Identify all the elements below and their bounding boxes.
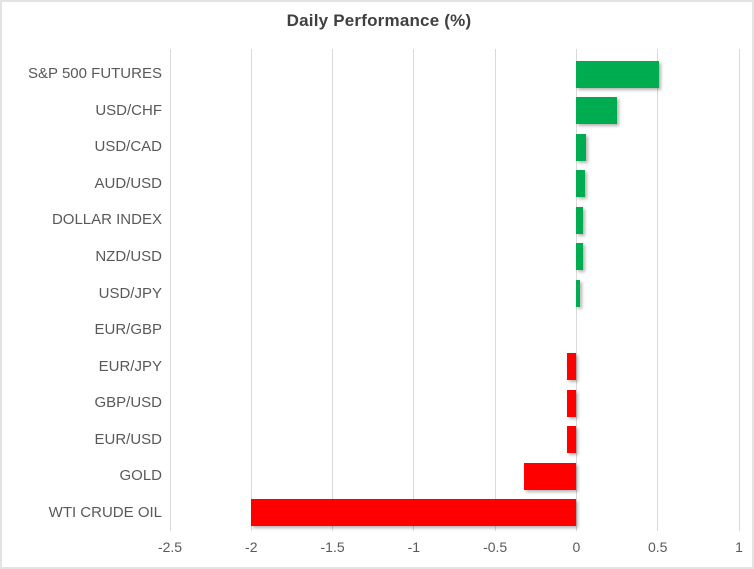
bar xyxy=(251,499,577,527)
value-tick-label: -1 xyxy=(407,539,421,555)
category-label: USD/CHF xyxy=(95,101,162,119)
gridline--0.5 xyxy=(494,49,496,531)
gridline--1.5 xyxy=(332,49,334,531)
bar xyxy=(576,60,660,88)
bar xyxy=(566,389,577,417)
bar xyxy=(576,243,583,271)
value-tick-label: 0.5 xyxy=(647,539,668,555)
category-label: AUD/USD xyxy=(94,174,162,192)
bar xyxy=(576,97,618,125)
category-label: DOLLAR INDEX xyxy=(51,211,162,229)
value-tick-label: -0.5 xyxy=(483,539,508,555)
value-tick-label: -2 xyxy=(245,539,258,555)
bar xyxy=(566,426,577,454)
category-label: USD/JPY xyxy=(98,284,162,302)
category-label: NZD/USD xyxy=(95,247,162,265)
category-label: EUR/GBP xyxy=(94,321,162,339)
bar xyxy=(576,206,583,234)
category-label: GBP/USD xyxy=(94,394,162,412)
chart-title: Daily Performance (%) xyxy=(286,11,472,30)
value-tick-label: -1.5 xyxy=(320,539,345,555)
category-label: EUR/JPY xyxy=(98,357,162,375)
gridline--2.5 xyxy=(169,49,171,531)
category-label: S&P 500 FUTURES xyxy=(28,65,162,83)
category-label: USD/CAD xyxy=(94,138,162,156)
value-tick-label: -2.5 xyxy=(157,539,183,555)
gridline-1 xyxy=(738,49,740,531)
bar xyxy=(576,280,580,307)
value-tick-label: 1 xyxy=(735,539,743,555)
gridline--1 xyxy=(413,49,415,531)
category-label: WTI CRUDE OIL xyxy=(48,503,162,521)
bar xyxy=(524,462,577,490)
category-label: GOLD xyxy=(119,467,162,485)
bar xyxy=(566,353,577,381)
bar xyxy=(576,170,585,198)
value-tick-label: 0 xyxy=(572,539,581,555)
category-label: EUR/USD xyxy=(94,430,162,448)
bar xyxy=(576,133,587,161)
gridline-0.5 xyxy=(657,49,659,531)
gridline--2 xyxy=(250,49,252,531)
